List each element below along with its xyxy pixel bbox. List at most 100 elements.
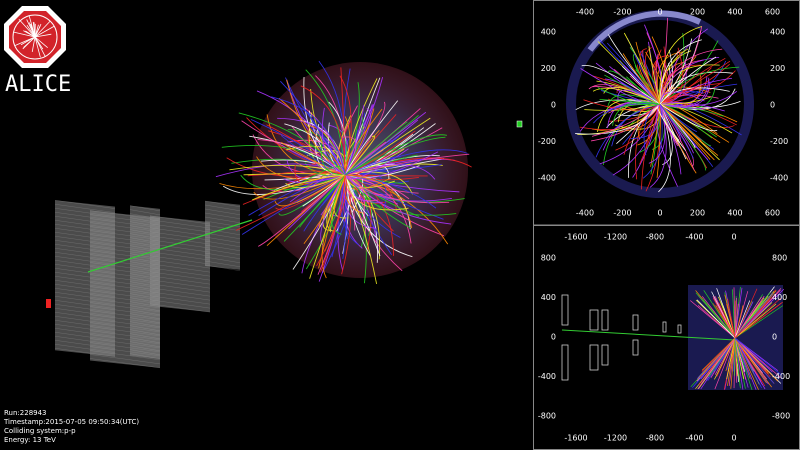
track	[734, 337, 753, 391]
track	[581, 65, 661, 105]
track	[659, 71, 733, 105]
tick-label: 0	[770, 101, 775, 110]
tick-label: -800	[646, 233, 664, 242]
track	[659, 39, 702, 105]
chamber-strip	[129, 329, 161, 336]
track	[659, 66, 740, 105]
track	[703, 290, 736, 339]
chamber	[561, 344, 569, 381]
track	[277, 117, 346, 176]
track	[734, 301, 783, 339]
track	[331, 174, 346, 235]
track	[274, 174, 346, 207]
chamber-strip	[204, 228, 241, 235]
track	[734, 337, 772, 388]
track	[697, 337, 736, 390]
logo-ray	[30, 23, 36, 38]
chamber-strip	[204, 224, 241, 231]
track	[697, 305, 736, 339]
chamber-strip	[129, 333, 161, 340]
chamber-strip	[149, 251, 211, 261]
track	[344, 134, 448, 176]
track	[659, 103, 682, 175]
chamber-strip	[204, 256, 241, 263]
track	[734, 287, 743, 339]
track	[635, 41, 661, 105]
track	[734, 300, 751, 339]
chamber-strip	[149, 231, 211, 241]
track	[734, 337, 759, 390]
track	[659, 57, 726, 105]
track	[734, 337, 766, 390]
track	[240, 174, 346, 191]
chamber	[589, 344, 599, 371]
chamber-strip	[149, 235, 211, 245]
tick-label: 400	[541, 293, 556, 302]
track	[734, 337, 757, 390]
track	[734, 337, 741, 389]
track	[606, 94, 661, 110]
track	[732, 289, 736, 339]
tick-label: -400	[685, 434, 703, 443]
chamber-strip	[89, 354, 161, 365]
chamber	[205, 201, 240, 270]
tick-label: 0	[731, 233, 736, 242]
track	[727, 337, 736, 386]
track	[344, 136, 446, 176]
chamber-strip	[89, 350, 161, 361]
chamber-strip	[149, 275, 211, 285]
track	[641, 103, 661, 190]
tracks	[215, 60, 472, 285]
rphi-view	[533, 0, 800, 226]
track	[607, 70, 661, 105]
logo-text: ALICE	[5, 72, 71, 97]
track	[241, 174, 346, 235]
track	[734, 288, 758, 339]
track	[659, 64, 720, 105]
tick-label: 800	[772, 254, 787, 263]
logo-ray	[13, 31, 36, 38]
track	[659, 56, 720, 105]
tick-label: 200	[770, 64, 785, 73]
track	[344, 149, 468, 176]
chamber-strip	[204, 252, 241, 259]
track	[659, 103, 695, 171]
chamber-strip	[129, 305, 161, 312]
track	[258, 174, 346, 247]
track	[316, 174, 348, 267]
track	[734, 292, 771, 339]
track	[659, 26, 702, 105]
chamber-strip	[129, 345, 161, 352]
chamber	[632, 339, 639, 356]
track	[595, 103, 661, 158]
track	[659, 103, 730, 143]
track	[344, 121, 408, 176]
track	[344, 174, 413, 258]
chamber-strip	[149, 223, 211, 233]
logo-ray	[31, 36, 36, 52]
chamber-strip	[204, 212, 241, 219]
track	[344, 105, 365, 176]
muon-track	[561, 329, 736, 341]
track	[648, 46, 661, 105]
track	[344, 174, 365, 221]
chamber-strip	[129, 205, 161, 212]
chamber-strip	[204, 244, 241, 251]
logo-rays	[12, 14, 58, 60]
chamber-strip	[204, 264, 241, 271]
tick-label: -400	[576, 209, 594, 218]
track	[597, 87, 661, 106]
chamber-strip	[149, 267, 211, 277]
chamber-strip	[204, 216, 241, 223]
track	[344, 174, 420, 217]
chamber-strip	[149, 291, 211, 301]
track	[659, 103, 718, 132]
track	[344, 174, 394, 232]
chamber-strip	[204, 204, 241, 211]
chamber-strip	[204, 260, 241, 267]
tick-label: 400	[772, 293, 787, 302]
chamber-strip	[204, 236, 241, 243]
track	[734, 297, 772, 339]
track	[321, 137, 346, 176]
